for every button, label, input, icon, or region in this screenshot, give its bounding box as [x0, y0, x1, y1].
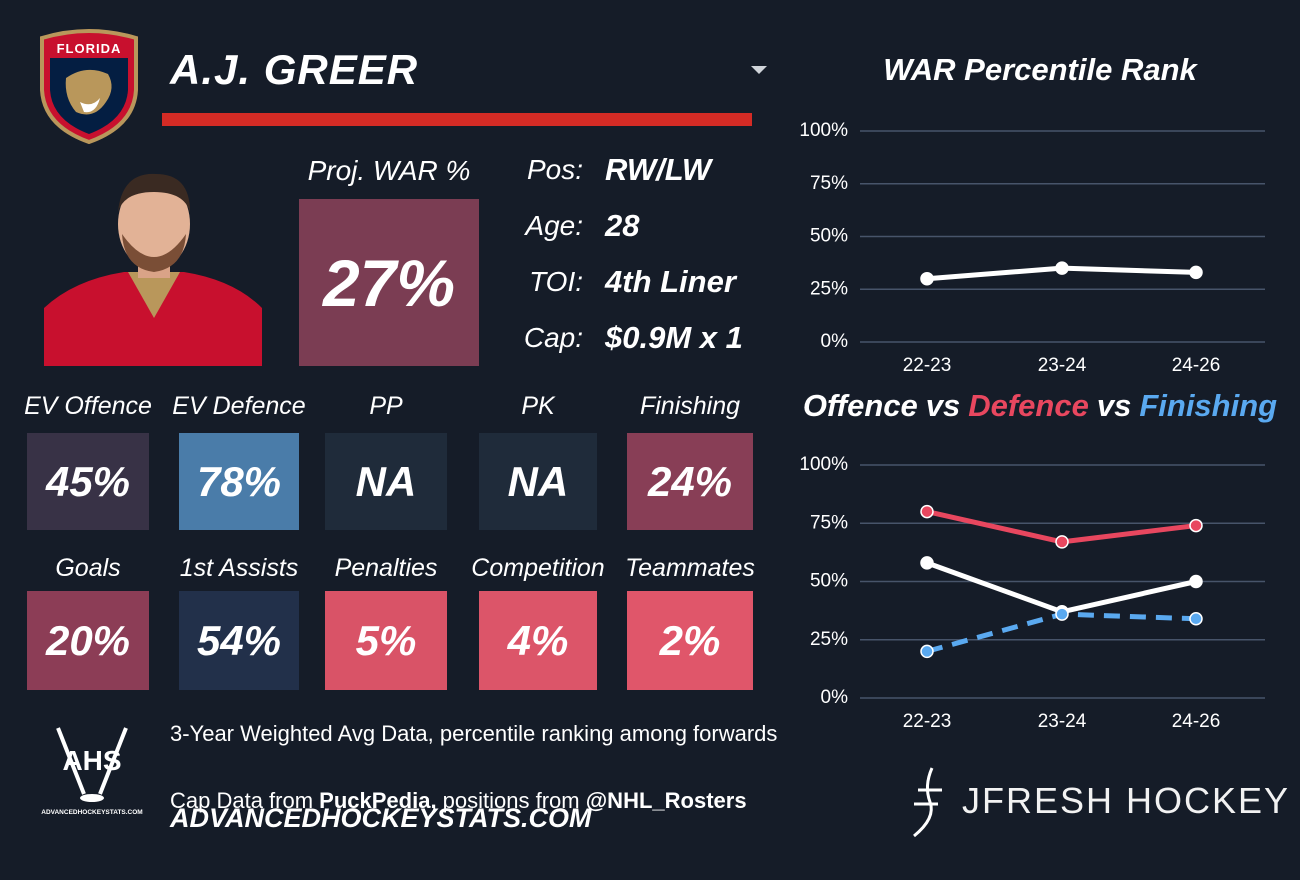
stat-label: PP	[369, 392, 403, 420]
series-line	[926, 560, 1197, 615]
legend-entry: Finishing	[1139, 388, 1277, 423]
stat-label: Teammates	[625, 554, 755, 582]
player-name: A.J. GREER	[170, 46, 419, 93]
x-tick-label: 22-23	[903, 355, 952, 376]
stat-tile: 4%	[479, 591, 597, 690]
info-label: Pos:	[526, 154, 583, 185]
stat-tile: NA	[479, 433, 597, 530]
player-photo	[44, 173, 262, 366]
info-label: Age:	[525, 210, 583, 241]
chart-title: Offence vs Defence vs Finishing	[803, 388, 1277, 423]
title-joiner: vs	[1097, 388, 1131, 423]
stat-label: PK	[521, 392, 555, 420]
data-point	[1055, 261, 1069, 275]
data-point	[920, 504, 934, 519]
stat-tile: 5%	[325, 591, 447, 690]
info-value: $0.9M x 1	[605, 320, 743, 355]
team-name: FLORIDA	[57, 41, 122, 56]
info-value: 4th Liner	[605, 264, 736, 299]
data-point	[920, 271, 934, 286]
stat-label: Competition	[471, 554, 605, 582]
stat-tile: 54%	[179, 591, 299, 690]
stat-tile: 2%	[627, 591, 753, 690]
y-tick-label: 100%	[799, 120, 848, 141]
stat-label: EV Offence	[24, 392, 152, 420]
ahs-logo: AHS ADVANCEDHOCKEYSTATS.COM	[41, 727, 143, 816]
stat-label: Goals	[55, 554, 121, 582]
y-tick-label: 100%	[799, 454, 848, 475]
footer-credits: Cap Data from PuckPedia, positions from …	[170, 762, 747, 814]
legend-entry: Defence	[968, 388, 1089, 423]
footer-site: ADVANCEDHOCKEYSTATS.COM	[170, 803, 592, 833]
info-label: Cap:	[523, 322, 583, 353]
stat-label: Penalties	[334, 554, 438, 582]
data-point	[1189, 265, 1203, 280]
y-tick-label: 50%	[810, 571, 848, 592]
proj-war-tile: 27%	[299, 199, 479, 366]
stat-label: Finishing	[639, 392, 741, 420]
x-tick-label: 24-26	[1172, 711, 1221, 732]
data-point	[920, 556, 934, 570]
data-point	[1055, 535, 1069, 549]
data-point	[1055, 607, 1069, 621]
credit-source: @NHL_Rosters	[585, 788, 747, 813]
credit-text: positions from	[436, 788, 586, 813]
data-point	[1189, 574, 1203, 589]
credit-text: Cap Data from	[170, 788, 320, 813]
credit-source: PuckPedia,	[319, 788, 437, 813]
y-tick-label: 25%	[810, 629, 848, 650]
x-tick-label: 24-26	[1172, 355, 1221, 376]
ahs-text: AHS	[62, 745, 121, 776]
info-value: 28	[605, 208, 640, 243]
stat-tile: 45%	[27, 433, 149, 530]
y-tick-label: 0%	[821, 331, 849, 352]
stat-tile: 24%	[627, 433, 753, 530]
chart-title: WAR Percentile Rank	[883, 52, 1198, 87]
title-joiner: vs	[926, 388, 960, 423]
footer-note: 3-Year Weighted Avg Data, percentile ran…	[170, 721, 778, 746]
data-point	[1189, 518, 1203, 533]
stat-tile: 78%	[179, 433, 299, 530]
data-point	[920, 644, 934, 659]
info-value: RW/LW	[605, 152, 712, 187]
y-tick-label: 75%	[810, 512, 848, 533]
y-tick-label: 0%	[821, 687, 849, 708]
stat-label: 1st Assists	[179, 554, 299, 582]
x-tick-label: 22-23	[903, 711, 952, 732]
x-tick-label: 23-24	[1038, 355, 1087, 376]
ahs-site: ADVANCEDHOCKEYSTATS.COM	[41, 809, 142, 816]
y-tick-label: 50%	[810, 226, 848, 247]
team-logo: FLORIDA	[40, 29, 138, 144]
brand-mark	[913, 767, 942, 838]
x-tick-label: 23-24	[1038, 711, 1087, 732]
stat-label: EV Defence	[172, 392, 306, 420]
stat-tile: 20%	[27, 591, 149, 690]
data-point	[1189, 612, 1203, 626]
brand-name: JFRESH HOCKEY	[962, 780, 1291, 821]
y-tick-label: 75%	[810, 173, 848, 194]
dropdown[interactable]	[750, 64, 768, 76]
info-label: TOI:	[529, 266, 583, 297]
y-tick-label: 25%	[810, 278, 848, 299]
legend-entry: Offence	[803, 388, 918, 423]
proj-war-label: Proj. WAR %	[307, 155, 471, 186]
stat-tile: NA	[325, 433, 447, 530]
header-bar	[162, 113, 752, 126]
